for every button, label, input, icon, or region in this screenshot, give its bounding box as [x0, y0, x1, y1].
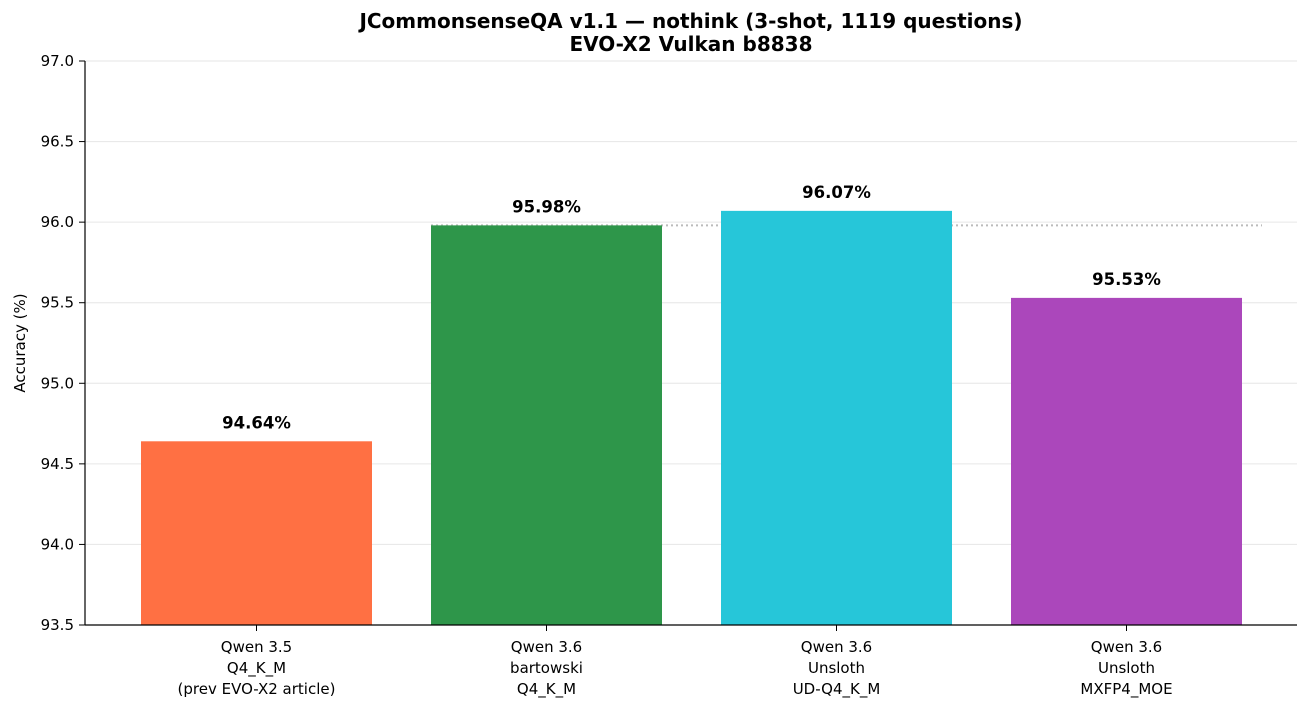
- y-tick-label: 94.0: [41, 535, 74, 553]
- value-label: 96.07%: [802, 183, 871, 202]
- bar: [431, 225, 662, 625]
- y-axis-label: Accuracy (%): [11, 293, 29, 392]
- x-tick-label: Qwen 3.6: [801, 638, 872, 656]
- x-tick-label: Unsloth: [808, 659, 865, 677]
- x-tick-label: Q4_K_M: [227, 659, 286, 678]
- value-label: 95.98%: [512, 197, 581, 216]
- x-ticks: Qwen 3.5 Q4_K_M (prev EVO-X2 article) Qwen …: [178, 625, 1173, 699]
- x-tick-label: Unsloth: [1098, 659, 1155, 677]
- bars: [141, 210, 1242, 625]
- y-tick-label: 96.0: [41, 213, 74, 231]
- value-label: 94.64%: [222, 413, 291, 432]
- x-tick-label: UD-Q4_K_M: [793, 680, 881, 699]
- x-tick-label: Qwen 3.5: [221, 638, 292, 656]
- x-tick-label: Qwen 3.6: [511, 638, 582, 656]
- value-label: 95.53%: [1092, 270, 1161, 289]
- bar: [721, 210, 952, 625]
- bar: [1011, 297, 1242, 625]
- x-tick-label: bartowski: [510, 659, 583, 677]
- y-tick-label: 97.0: [41, 52, 74, 70]
- y-ticks: 93.5 94.0 94.5 95.0 95.5 96.0 96.5 97.0: [41, 52, 85, 634]
- y-tick-label: 93.5: [41, 616, 74, 634]
- value-labels: 94.64% 95.98% 96.07% 95.53%: [222, 183, 1161, 432]
- x-tick-label: MXFP4_MOE: [1080, 680, 1172, 699]
- y-tick-label: 95.0: [41, 374, 74, 392]
- bar: [141, 441, 372, 625]
- chart-title: JCommonsenseQA v1.1 — nothink (3-shot, 1…: [357, 9, 1022, 33]
- axes: [84, 61, 1297, 626]
- x-tick-label: Qwen 3.6: [1091, 638, 1162, 656]
- x-tick-label: (prev EVO-X2 article): [178, 680, 336, 698]
- chart-subtitle: EVO-X2 Vulkan b8838: [570, 32, 813, 56]
- x-tick-label: Q4_K_M: [517, 680, 576, 699]
- y-tick-label: 94.5: [41, 455, 74, 473]
- y-tick-label: 96.5: [41, 133, 74, 151]
- y-tick-label: 95.5: [41, 294, 74, 312]
